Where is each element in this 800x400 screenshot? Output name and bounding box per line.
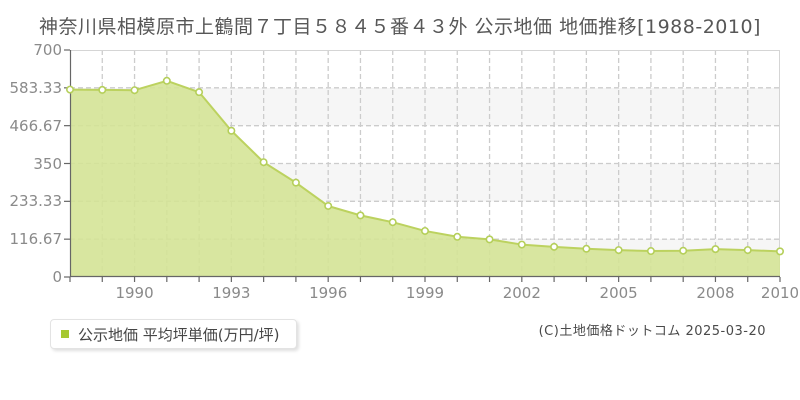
data-point-marker [195, 88, 204, 97]
x-axis-label: 2008 [696, 284, 735, 302]
x-axis-label: 2002 [502, 284, 541, 302]
x-axis-label: 1999 [405, 284, 445, 302]
x-axis-label: 2010 [760, 284, 800, 302]
data-point-marker [98, 85, 107, 94]
data-point-marker [356, 211, 365, 220]
price-trend-area-chart [64, 49, 784, 282]
x-axis-label: 2005 [599, 284, 638, 302]
data-point-marker [517, 240, 526, 249]
data-point-marker [453, 232, 462, 241]
data-point-marker [743, 246, 752, 255]
y-axis-label: 350 [33, 154, 62, 173]
data-point-marker [775, 247, 784, 256]
y-axis-label: 233.33 [9, 192, 63, 211]
copyright-text: (C)土地価格ドットコム 2025-03-20 [538, 324, 766, 339]
data-point-marker [420, 226, 429, 235]
data-point-marker [291, 178, 300, 187]
y-axis-label: 583.33 [9, 78, 63, 97]
y-axis-label: 466.67 [9, 116, 63, 135]
plot-area [64, 49, 784, 282]
legend-label: 公示地価 平均坪単価(万円/坪) [78, 325, 280, 344]
chart-title: 神奈川県相模原市上鶴間７丁目５８４５番４３外 公示地価 地価推移[1988-20… [39, 16, 761, 38]
data-point-marker [388, 218, 397, 227]
x-axis-label: 1993 [212, 284, 251, 302]
data-point-marker [130, 86, 139, 95]
data-point-marker [614, 246, 623, 255]
area-fill [70, 80, 780, 277]
data-point-marker [485, 235, 494, 244]
data-point-marker [324, 201, 333, 210]
y-axis-label: 700 [33, 41, 62, 59]
data-point-marker [259, 158, 268, 167]
data-point-marker [646, 247, 655, 256]
data-point-marker [550, 242, 559, 251]
data-point-marker [227, 126, 236, 135]
data-point-marker [679, 246, 688, 255]
x-axis-label: 1996 [309, 284, 348, 302]
data-point-marker [162, 76, 171, 85]
x-axis-label: 1990 [115, 284, 154, 302]
data-point-marker [711, 245, 720, 254]
data-point-marker [65, 85, 75, 94]
y-axis-label: 116.67 [9, 230, 63, 249]
data-point-marker [582, 244, 591, 253]
y-axis-label: 0 [52, 268, 62, 286]
legend: 公示地価 平均坪単価(万円/坪) [50, 319, 297, 349]
legend-series-marker-icon [61, 330, 69, 338]
